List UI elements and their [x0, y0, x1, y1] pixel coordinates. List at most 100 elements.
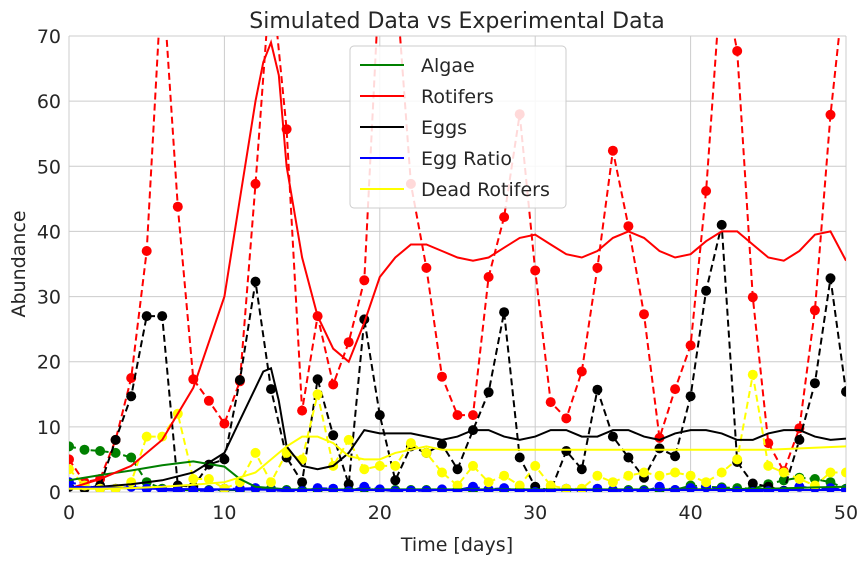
series-layer [69, 36, 846, 492]
experimental-point [607, 477, 618, 488]
x-tick-label: 20 [368, 502, 392, 524]
experimental-point [685, 391, 696, 402]
experimental-point [716, 219, 727, 230]
y-axis-label: Abundance [8, 210, 30, 317]
experimental-point [841, 467, 846, 478]
experimental-point [825, 273, 836, 284]
experimental-point [141, 246, 152, 256]
legend-label: Eggs [421, 117, 467, 139]
experimental-point [266, 384, 276, 395]
experimental-point [343, 434, 354, 445]
experimental-point [359, 464, 370, 475]
experimental-point [825, 467, 836, 478]
experimental-point [374, 460, 385, 471]
experimental-point [654, 432, 665, 443]
legend: Algae Rotifers Eggs Egg Ratio Dead Rotifers [349, 45, 567, 209]
experimental-point [841, 386, 846, 397]
experimental-point [297, 477, 308, 488]
x-tick-label: 0 [63, 502, 75, 524]
experimental-point [499, 470, 510, 481]
experimental-point [343, 337, 354, 348]
y-tick-label: 10 [37, 417, 61, 439]
experimental-point [499, 212, 510, 223]
experimental-point [250, 447, 261, 458]
experimental-point [250, 178, 261, 189]
experimental-point [778, 467, 789, 478]
experimental-point [561, 446, 572, 456]
experimental-point [405, 438, 416, 449]
experimental-point [328, 430, 339, 441]
experimental-point [545, 480, 556, 491]
experimental-point [654, 443, 665, 454]
experimental-point [297, 405, 308, 416]
experimental-point [203, 395, 214, 406]
experimental-point [732, 46, 743, 56]
experimental-point [188, 485, 199, 492]
x-tick-label: 10 [212, 502, 236, 524]
experimental-point [545, 397, 556, 408]
experimental-point [69, 441, 74, 452]
experimental-point [685, 340, 696, 351]
experimental-point [639, 467, 649, 478]
experimental-point [437, 371, 447, 382]
experimental-point [607, 145, 618, 156]
experimental-point [670, 451, 681, 462]
experimental-point [576, 366, 587, 377]
legend-box [349, 45, 567, 209]
experimental-point [654, 470, 665, 481]
experimental-point [234, 375, 245, 385]
experimental-point [126, 452, 137, 463]
experimental-point [701, 477, 712, 488]
experimental-point [499, 483, 510, 492]
experimental-point [452, 480, 463, 491]
experimental-point [670, 384, 681, 395]
y-tick-label: 30 [37, 287, 61, 309]
y-tick-label: 40 [37, 221, 61, 243]
experimental-point [437, 439, 447, 450]
experimental-point [483, 477, 494, 488]
simulated-line [69, 39, 846, 490]
experimental-point [126, 391, 137, 402]
experimental-point [126, 477, 137, 488]
experimental-point [716, 467, 727, 478]
y-tick-label: 50 [37, 156, 61, 178]
experimental-point [203, 485, 214, 492]
simulated-line [69, 366, 846, 490]
experimental-point [483, 387, 494, 398]
experimental-point [701, 285, 712, 296]
experimental-point [421, 447, 432, 458]
experimental-point [732, 486, 743, 492]
experimental-point [157, 311, 168, 322]
legend-label: Dead Rotifers [421, 179, 550, 201]
experimental-point [126, 373, 137, 383]
experimental-point [390, 486, 401, 492]
experimental-point [141, 431, 152, 442]
experimental-point [172, 201, 183, 212]
legend-label: Algae [421, 55, 475, 77]
experimental-point [825, 109, 836, 120]
experimental-point [561, 413, 572, 424]
experimental-point [592, 262, 603, 273]
experimental-point [250, 276, 261, 287]
legend-label: Egg Ratio [421, 148, 512, 170]
experimental-point [623, 452, 634, 463]
experimental-point [312, 389, 323, 400]
x-tick-label: 40 [679, 502, 703, 524]
simulated-line [69, 485, 846, 491]
experimental-point [141, 311, 152, 322]
experimental-point [639, 309, 649, 320]
experimental-point [219, 418, 230, 429]
experimental-point [452, 410, 463, 421]
experimental-point [69, 454, 74, 465]
experimental-point [79, 444, 90, 455]
experimental-point [390, 475, 401, 486]
experimental-point [763, 460, 774, 471]
experimental-point [110, 447, 121, 458]
experimental-point [592, 384, 603, 395]
experimental-point [281, 486, 292, 492]
experimental-point [794, 434, 805, 445]
experimental-point [374, 410, 385, 421]
experimental-point [452, 464, 463, 475]
experimental-point [685, 483, 696, 492]
